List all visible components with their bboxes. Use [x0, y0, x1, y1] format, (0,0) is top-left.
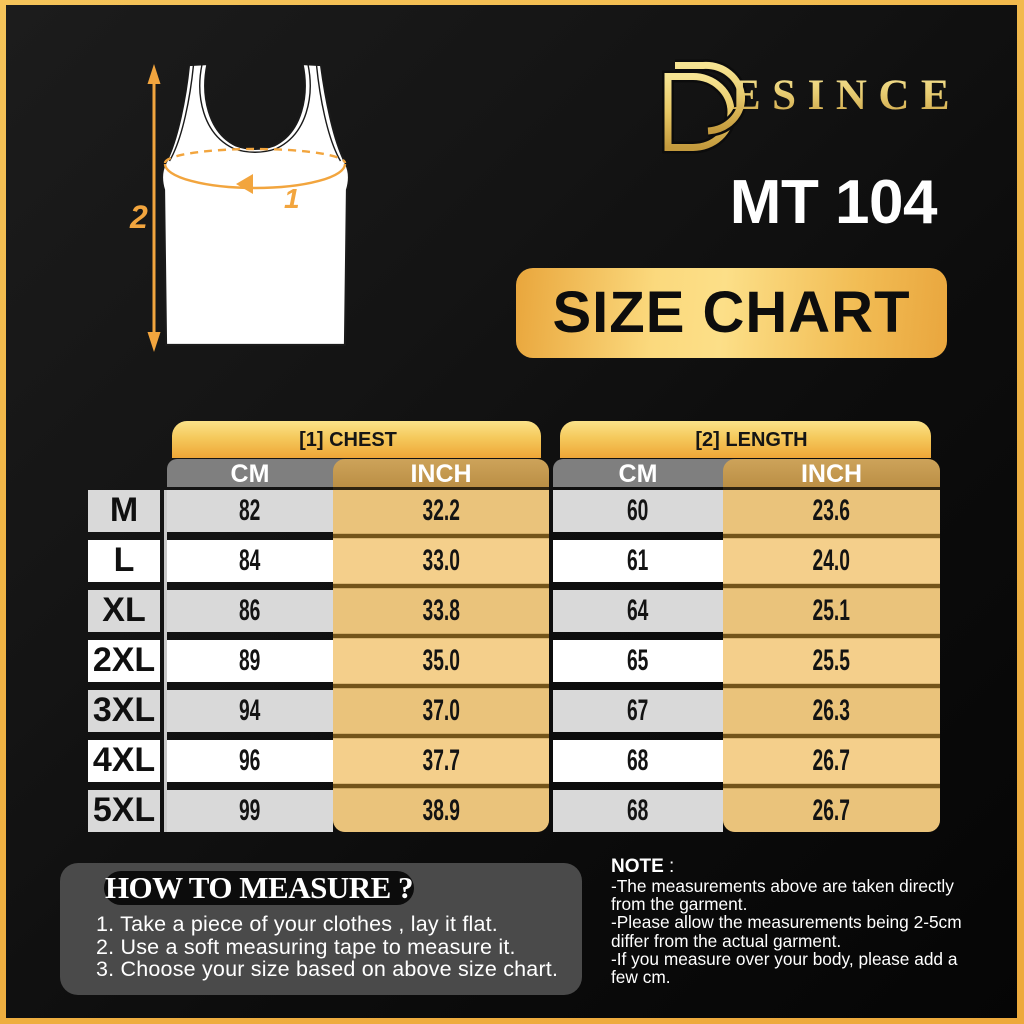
svg-text:1: 1	[284, 183, 300, 214]
svg-text:2: 2	[129, 199, 148, 235]
